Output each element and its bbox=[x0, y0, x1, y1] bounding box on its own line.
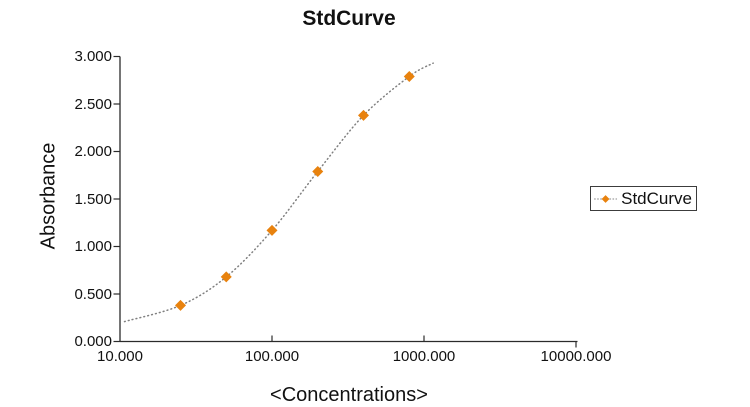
data-point-marker bbox=[266, 224, 278, 236]
x-tick-label: 1000.000 bbox=[392, 348, 456, 365]
data-point-marker bbox=[220, 271, 232, 283]
legend: StdCurve bbox=[590, 186, 697, 211]
y-tick-label: 2.500 bbox=[74, 95, 112, 113]
fit-curve-line bbox=[123, 62, 434, 323]
y-tick-label: 2.000 bbox=[74, 143, 112, 160]
x-tick-label: 10.000 bbox=[97, 348, 143, 365]
legend-diamond-marker-icon bbox=[594, 194, 618, 203]
x-axis-label: <Concentrations> bbox=[270, 384, 428, 406]
x-tick-label: 10000.000 bbox=[540, 348, 612, 365]
data-point-marker bbox=[403, 70, 415, 82]
data-point-marker bbox=[312, 165, 324, 177]
y-tick-label: 0.000 bbox=[74, 333, 112, 350]
data-point-marker bbox=[358, 109, 370, 121]
y-tick-label: 1.500 bbox=[74, 190, 112, 208]
x-tick-label: 100.000 bbox=[244, 348, 300, 365]
chart-title: StdCurve bbox=[302, 7, 396, 30]
y-tick-label: 1.000 bbox=[74, 238, 112, 255]
y-tick-label: 0.500 bbox=[74, 285, 112, 303]
legend-label: StdCurve bbox=[621, 188, 692, 208]
y-tick-label: 3.000 bbox=[74, 48, 112, 65]
data-point-marker bbox=[174, 299, 186, 311]
